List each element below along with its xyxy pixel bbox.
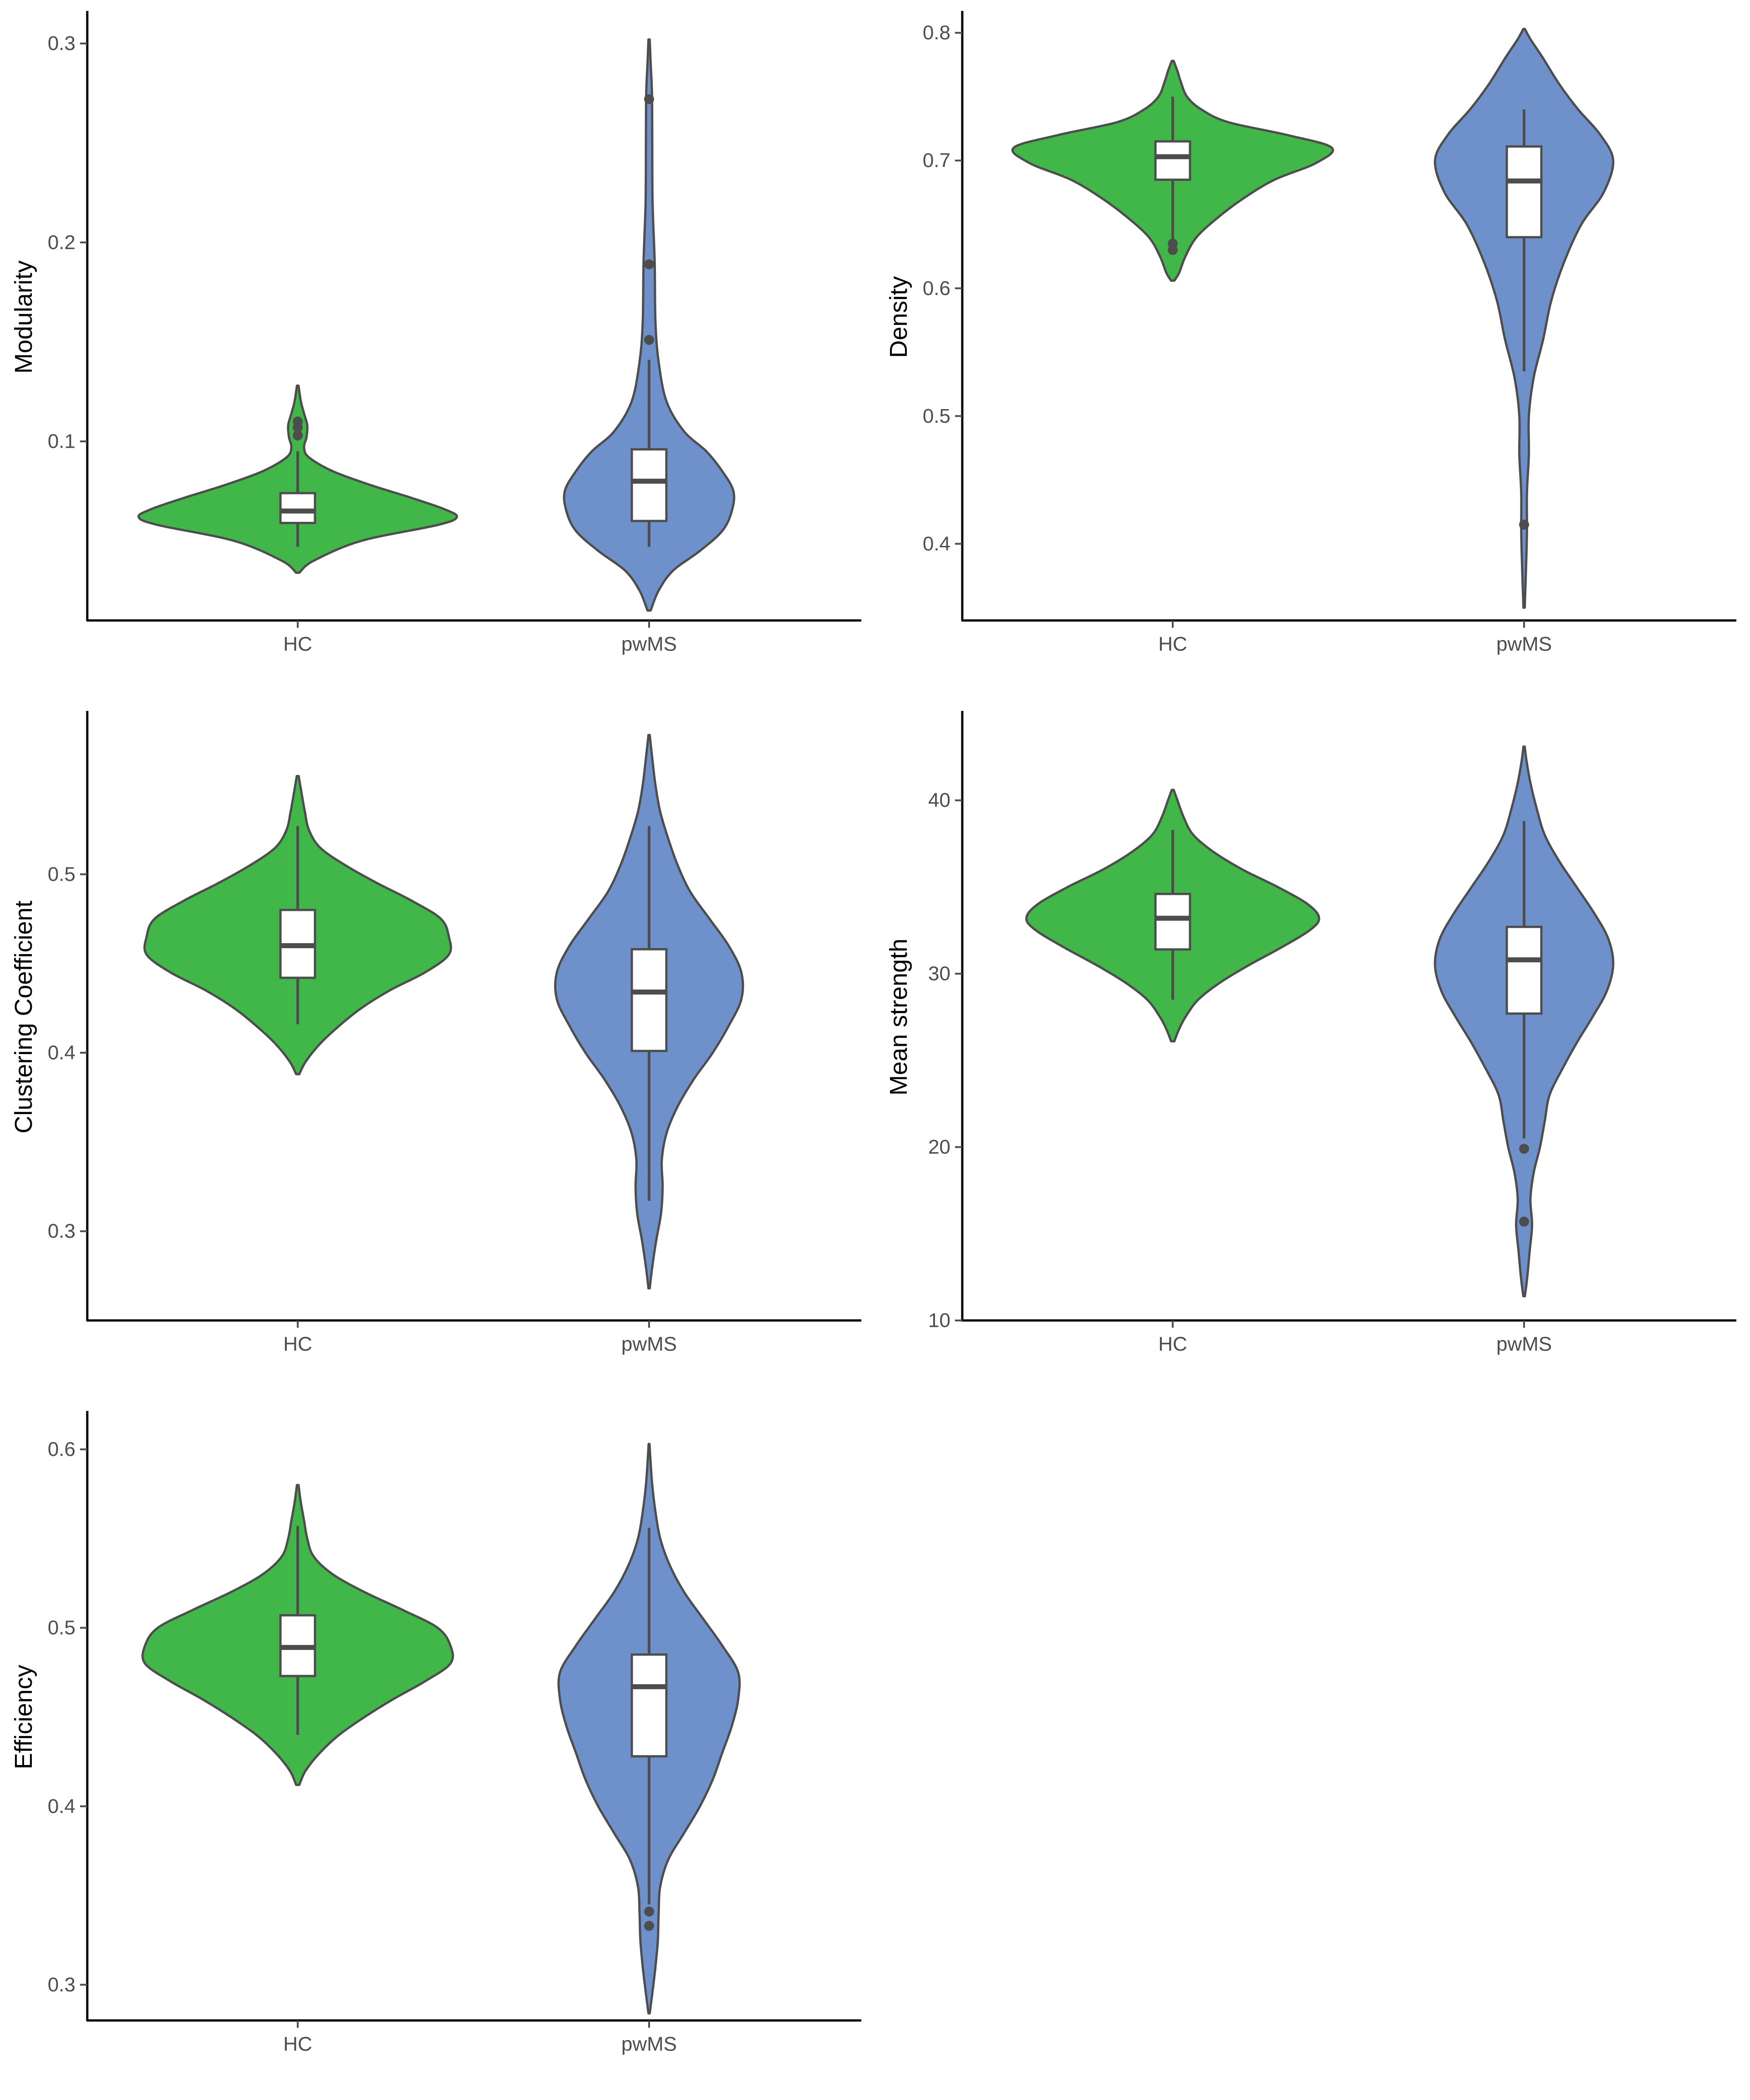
- mean-strength-y-tick-label-0: 10: [928, 1310, 950, 1332]
- modularity-outlier-hc-0: [293, 430, 303, 440]
- modularity-y-tick-label-0: 0.1: [48, 430, 75, 453]
- efficiency-y-axis-title: Efficiency: [10, 1665, 37, 1769]
- panel-efficiency: 0.3 0.4 0.5 0.6 HC pwMS Efficiency: [0, 1400, 875, 2100]
- density-violin-chart: 0.4 0.5 0.6 0.7 0.8 HC pwMS Density: [885, 11, 1736, 655]
- density-y-tick-label-3: 0.7: [923, 150, 950, 172]
- mean-strength-x-tick-label-hc: HC: [1158, 1333, 1187, 1355]
- modularity-y-tick-label-2: 0.3: [48, 32, 75, 55]
- density-x-tick-label-pwms: pwMS: [1496, 633, 1552, 655]
- clustering-coefficient-y-tick-label-2: 0.5: [48, 863, 75, 885]
- clustering-coefficient-y-tick-label-0: 0.3: [48, 1220, 75, 1242]
- clustering-coefficient-y-tick-label-1: 0.4: [48, 1042, 75, 1064]
- clustering-coefficient-y-axis-title: Clustering Coefficient: [10, 900, 37, 1133]
- efficiency-y-tick-label-1: 0.4: [48, 1795, 75, 1817]
- modularity-outlier-hc-2: [293, 416, 303, 427]
- clustering-coefficient-x-tick-label-hc: HC: [283, 1333, 312, 1355]
- modularity-box-hc: [279, 492, 316, 525]
- density-outlier-hc-1: [1168, 238, 1178, 249]
- mean-strength-outlier-pwms-0: [1519, 1144, 1529, 1154]
- clustering-coefficient-box-pwms: [630, 948, 668, 1052]
- modularity-outlier-pwms-2: [644, 94, 654, 105]
- panel-mean-strength: 10 20 30 40 HC pwMS Mean strength: [875, 700, 1750, 1400]
- density-y-tick-label-0: 0.4: [923, 533, 950, 555]
- panel-modularity: 0.1 0.2 0.3 HC pwMS Modularity: [0, 0, 875, 700]
- clustering-coefficient-x-tick-label-pwms: pwMS: [621, 1333, 677, 1355]
- density-y-tick-label-1: 0.5: [923, 405, 950, 427]
- panel-clustering-coefficient: 0.3 0.4 0.5 HC pwMS Clustering Coefficient: [0, 700, 875, 1400]
- mean-strength-box-hc: [1154, 893, 1191, 951]
- mean-strength-y-tick-label-1: 20: [928, 1136, 950, 1158]
- modularity-violin-chart: 0.1 0.2 0.3 HC pwMS Modularity: [10, 11, 861, 655]
- mean-strength-y-axis-title: Mean strength: [885, 939, 912, 1095]
- modularity-y-tick-label-1: 0.2: [48, 231, 75, 254]
- density-y-axis-title: Density: [885, 276, 912, 358]
- modularity-box-pwms: [630, 448, 668, 522]
- mean-strength-box-pwms: [1505, 925, 1543, 1015]
- efficiency-y-tick-label-3: 0.6: [48, 1438, 75, 1460]
- efficiency-y-tick-label-0: 0.3: [48, 1974, 75, 1996]
- modularity-outlier-pwms-0: [644, 335, 654, 345]
- modularity-violin-pwms: [563, 38, 735, 612]
- density-box-hc: [1154, 140, 1191, 181]
- density-x-tick-label-hc: HC: [1158, 633, 1187, 655]
- clustering-coefficient-violin-chart: 0.3 0.4 0.5 HC pwMS Clustering Coefficient: [10, 711, 861, 1355]
- modularity-x-tick-label-pwms: pwMS: [621, 633, 677, 655]
- efficiency-box-pwms: [630, 1653, 668, 1758]
- mean-strength-violin-chart: 10 20 30 40 HC pwMS Mean strength: [885, 711, 1736, 1355]
- density-y-tick-label-4: 0.8: [923, 22, 950, 44]
- panel-density: 0.4 0.5 0.6 0.7 0.8 HC pwMS Density: [875, 0, 1750, 700]
- modularity-x-tick-label-hc: HC: [283, 633, 312, 655]
- modularity-y-axis-title: Modularity: [10, 260, 37, 374]
- density-outlier-pwms-0: [1519, 520, 1529, 530]
- mean-strength-y-tick-label-2: 30: [928, 963, 950, 985]
- mean-strength-y-tick-label-3: 40: [928, 789, 950, 811]
- efficiency-x-tick-label-pwms: pwMS: [621, 2033, 677, 2055]
- modularity-outlier-pwms-1: [644, 259, 654, 270]
- efficiency-x-tick-label-hc: HC: [283, 2033, 312, 2055]
- efficiency-outlier-pwms-0: [644, 1906, 654, 1917]
- density-y-tick-label-2: 0.6: [923, 277, 950, 300]
- density-box-pwms: [1505, 145, 1543, 239]
- mean-strength-x-tick-label-pwms: pwMS: [1496, 1333, 1552, 1355]
- efficiency-outlier-pwms-1: [644, 1920, 654, 1931]
- mean-strength-outlier-pwms-1: [1519, 1216, 1529, 1227]
- efficiency-violin-chart: 0.3 0.4 0.5 0.6 HC pwMS Efficiency: [10, 1411, 861, 2055]
- efficiency-y-tick-label-2: 0.5: [48, 1617, 75, 1639]
